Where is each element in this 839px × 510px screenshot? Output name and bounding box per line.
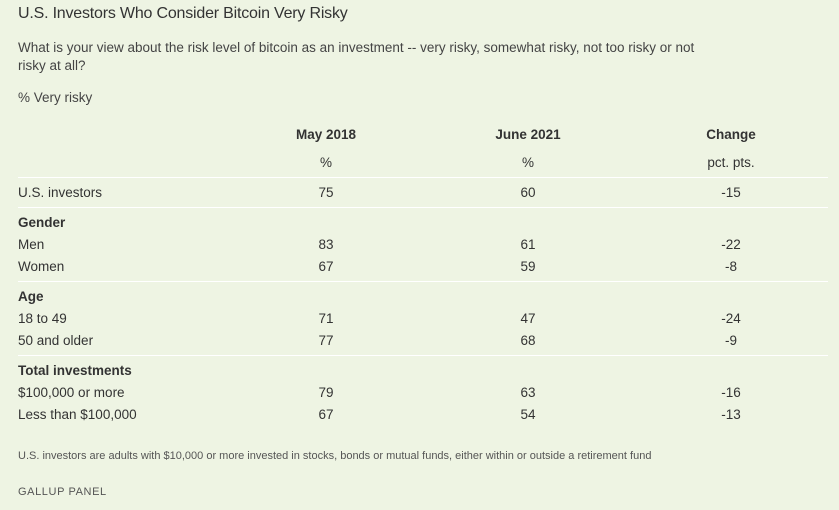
row-label: U.S. investors: [18, 185, 103, 200]
cell-change: -9: [724, 333, 737, 348]
row-divider: [18, 281, 828, 282]
table-row: Women 67 59 -8: [18, 256, 828, 278]
cell-may-2018: 83: [318, 237, 334, 252]
cell-june-2021: 68: [520, 333, 536, 348]
cell-may-2018: 75: [318, 185, 334, 200]
row-divider: [18, 177, 828, 178]
row-label: Women: [18, 259, 65, 274]
group-heading: Gender: [18, 212, 828, 234]
column-header-may-2018: May 2018: [295, 127, 357, 142]
cell-may-2018: 77: [318, 333, 334, 348]
cell-change: -24: [721, 311, 741, 326]
row-divider: [18, 207, 828, 208]
column-unit-change: pct. pts.: [707, 155, 755, 170]
column-header-row: May 2018 June 2021 Change: [18, 124, 828, 146]
cell-june-2021: 59: [520, 259, 536, 274]
cell-may-2018: 67: [318, 407, 334, 422]
row-label: 50 and older: [18, 333, 94, 348]
survey-question: What is your view about the risk level o…: [18, 40, 695, 73]
row-label: Men: [18, 237, 45, 252]
table-row: 18 to 49 71 47 -24: [18, 308, 828, 330]
row-label: Less than $100,000: [18, 407, 137, 422]
table-row: $100,000 or more 79 63 -16: [18, 382, 828, 404]
cell-may-2018: 67: [318, 259, 334, 274]
footnote: U.S. investors are adults with $10,000 o…: [18, 450, 652, 462]
cell-may-2018: 71: [318, 311, 334, 326]
table-row: Men 83 61 -22: [18, 234, 828, 256]
table-row: Less than $100,000 67 54 -13: [18, 404, 828, 426]
table-title: U.S. Investors Who Consider Bitcoin Very…: [18, 5, 348, 22]
cell-june-2021: 60: [520, 185, 536, 200]
cell-change: -13: [721, 407, 741, 422]
cell-change: -16: [721, 385, 741, 400]
cell-change: -15: [721, 185, 741, 200]
column-header-change: Change: [706, 127, 756, 142]
cell-june-2021: 47: [520, 311, 536, 326]
table-row: U.S. investors 75 60 -15: [18, 182, 828, 204]
group-label: Total investments: [18, 363, 132, 378]
column-unit-june-2021: %: [521, 155, 534, 170]
group-label: Age: [18, 289, 44, 304]
cell-june-2021: 63: [520, 385, 536, 400]
cell-may-2018: 79: [318, 385, 334, 400]
column-unit-row: % % pct. pts.: [18, 152, 828, 174]
group-heading: Age: [18, 286, 828, 308]
row-label: $100,000 or more: [18, 385, 125, 400]
table-row: 50 and older 77 68 -9: [18, 330, 828, 352]
cell-june-2021: 61: [520, 237, 536, 252]
source-label: GALLUP PANEL: [18, 486, 107, 498]
cell-change: -22: [721, 237, 741, 252]
row-label: 18 to 49: [18, 311, 67, 326]
row-divider: [18, 355, 828, 356]
group-label: Gender: [18, 215, 66, 230]
cell-change: -8: [724, 259, 737, 274]
measure-label: % Very risky: [18, 90, 93, 105]
column-unit-may-2018: %: [319, 155, 332, 170]
column-header-june-2021: June 2021: [495, 127, 561, 142]
group-heading: Total investments: [18, 360, 828, 382]
cell-june-2021: 54: [520, 407, 536, 422]
